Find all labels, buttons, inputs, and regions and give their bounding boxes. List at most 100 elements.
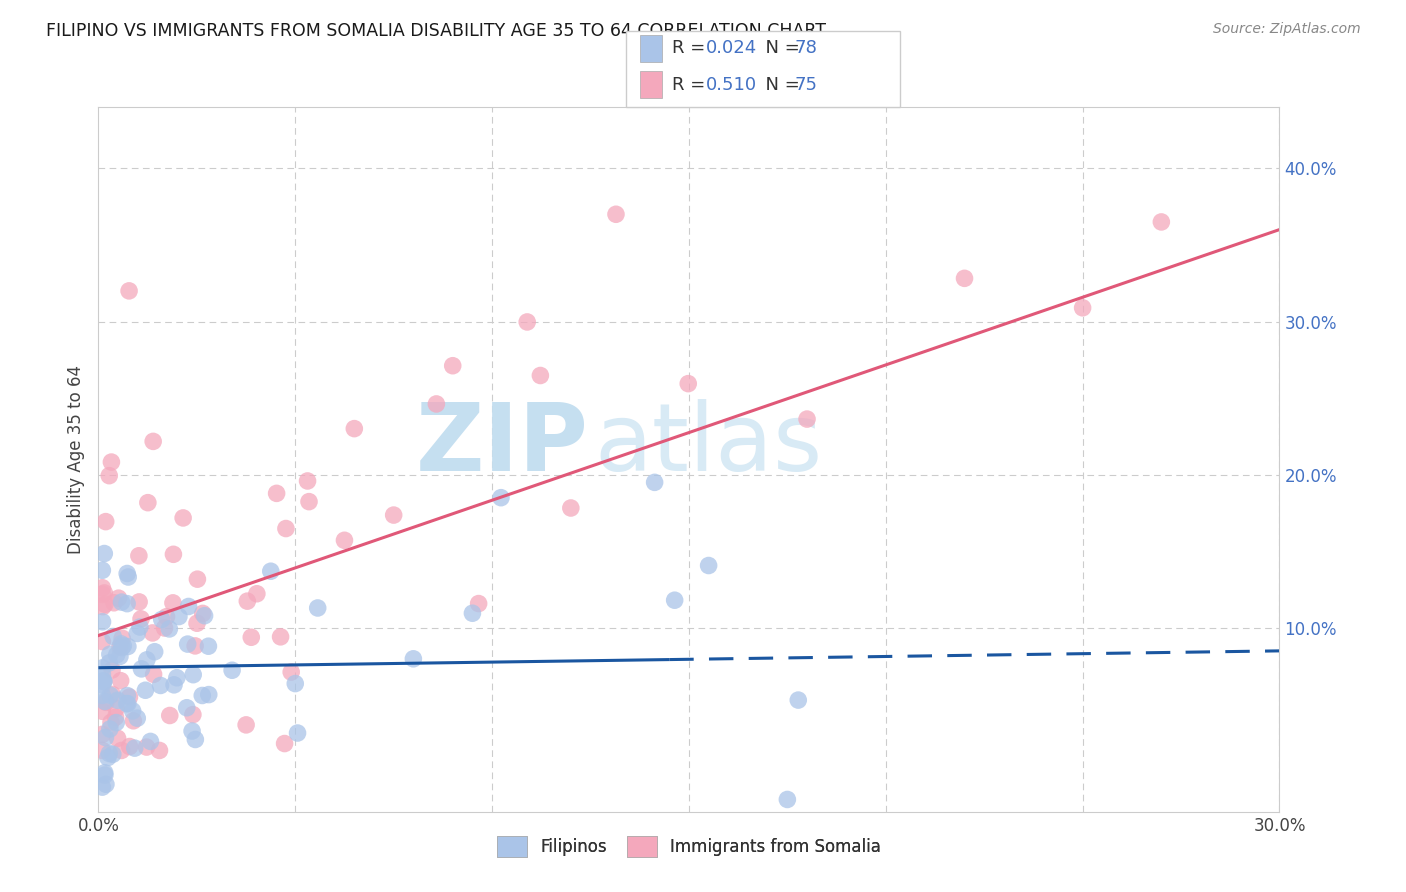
Point bbox=[266, 486, 288, 500]
Point bbox=[104, 710, 127, 724]
Point bbox=[134, 683, 156, 698]
Point bbox=[93, 586, 115, 600]
Point bbox=[298, 494, 321, 508]
Point bbox=[108, 640, 131, 654]
Point bbox=[172, 511, 194, 525]
Point bbox=[131, 662, 153, 676]
Point bbox=[124, 741, 146, 756]
Text: atlas: atlas bbox=[595, 400, 823, 491]
Point bbox=[100, 715, 122, 730]
Point bbox=[153, 621, 176, 635]
Point bbox=[149, 678, 172, 692]
Point bbox=[93, 547, 115, 561]
Point bbox=[139, 734, 162, 748]
Point bbox=[678, 376, 700, 391]
Point bbox=[953, 271, 976, 285]
Point bbox=[240, 630, 263, 644]
Point bbox=[644, 475, 666, 490]
Point bbox=[91, 587, 114, 601]
Point bbox=[284, 676, 307, 690]
Point bbox=[91, 673, 114, 688]
Point bbox=[191, 689, 214, 703]
Point bbox=[186, 616, 208, 631]
Point bbox=[167, 609, 190, 624]
Text: 78: 78 bbox=[794, 39, 817, 57]
Point bbox=[197, 639, 219, 653]
Point bbox=[176, 700, 198, 714]
Point bbox=[796, 412, 818, 426]
Point bbox=[148, 743, 170, 757]
Point bbox=[98, 647, 121, 661]
Text: R =: R = bbox=[672, 76, 711, 94]
Text: Source: ZipAtlas.com: Source: ZipAtlas.com bbox=[1213, 22, 1361, 37]
Point bbox=[94, 777, 117, 791]
Point bbox=[236, 594, 259, 608]
Point bbox=[270, 630, 292, 644]
Point bbox=[184, 639, 207, 653]
Point bbox=[529, 368, 551, 383]
Point bbox=[107, 591, 129, 606]
Point bbox=[91, 599, 114, 614]
Point bbox=[176, 637, 198, 651]
Point bbox=[197, 688, 219, 702]
Point bbox=[117, 689, 139, 703]
Point bbox=[107, 731, 129, 746]
Point bbox=[105, 648, 128, 662]
Point bbox=[307, 601, 329, 615]
Point bbox=[129, 612, 152, 626]
Point bbox=[98, 688, 121, 702]
Point bbox=[260, 564, 283, 578]
Point bbox=[103, 630, 125, 644]
Point bbox=[128, 620, 150, 634]
Text: N =: N = bbox=[754, 76, 806, 94]
Point bbox=[181, 667, 204, 681]
Text: 0.510: 0.510 bbox=[706, 76, 756, 94]
Point bbox=[181, 707, 204, 722]
Point bbox=[118, 690, 141, 704]
Point bbox=[108, 649, 131, 664]
Point bbox=[1071, 301, 1094, 315]
Point bbox=[94, 694, 117, 708]
Point bbox=[100, 455, 122, 469]
Point bbox=[697, 558, 720, 573]
Text: ZIP: ZIP bbox=[416, 400, 589, 491]
Point bbox=[274, 522, 297, 536]
Point bbox=[441, 359, 464, 373]
Point bbox=[162, 547, 184, 561]
Point bbox=[467, 597, 489, 611]
Point bbox=[159, 708, 181, 723]
Point bbox=[128, 595, 150, 609]
Point bbox=[128, 549, 150, 563]
Point bbox=[107, 693, 129, 707]
Point bbox=[280, 665, 302, 679]
Point bbox=[605, 207, 627, 221]
Point bbox=[98, 747, 121, 761]
Point bbox=[112, 639, 135, 653]
Point bbox=[94, 597, 117, 611]
Point bbox=[163, 678, 186, 692]
Text: N =: N = bbox=[754, 39, 806, 57]
Point bbox=[122, 714, 145, 728]
Point bbox=[115, 597, 138, 611]
Point bbox=[101, 747, 124, 762]
Point bbox=[117, 640, 139, 654]
Point bbox=[98, 722, 121, 736]
Point bbox=[184, 732, 207, 747]
Point bbox=[166, 671, 188, 685]
Y-axis label: Disability Age 35 to 64: Disability Age 35 to 64 bbox=[66, 365, 84, 554]
Point bbox=[150, 612, 173, 626]
Point bbox=[98, 468, 121, 483]
Point bbox=[776, 792, 799, 806]
Point bbox=[1150, 215, 1173, 229]
Point bbox=[91, 634, 114, 648]
Point bbox=[115, 566, 138, 581]
Point bbox=[186, 572, 208, 586]
Point bbox=[93, 674, 115, 689]
Point bbox=[155, 609, 177, 624]
Point bbox=[142, 434, 165, 449]
Point bbox=[110, 673, 132, 688]
Point bbox=[110, 637, 132, 651]
Point bbox=[162, 596, 184, 610]
Point bbox=[141, 626, 163, 640]
Point bbox=[273, 737, 295, 751]
